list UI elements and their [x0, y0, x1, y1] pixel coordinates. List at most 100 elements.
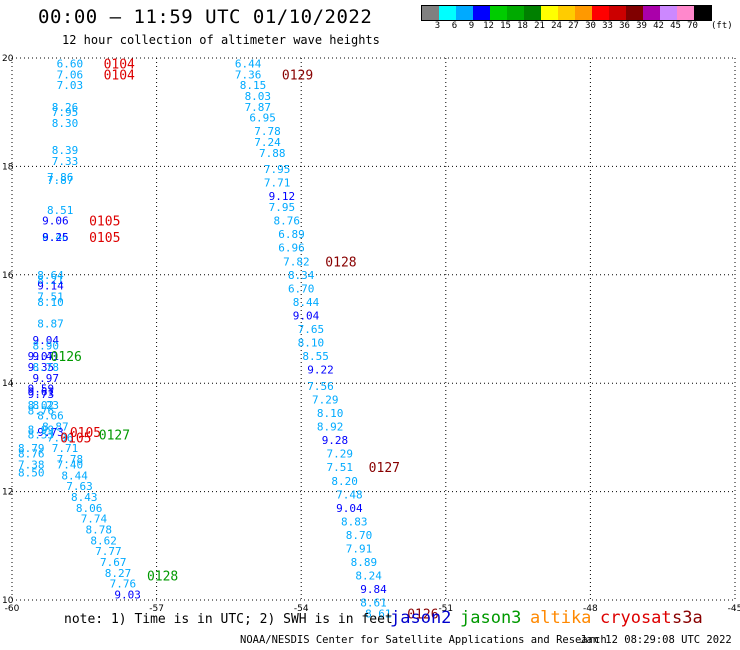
wave-height-label: 9.73 [37, 426, 64, 439]
color-swatch [677, 6, 694, 20]
wave-height-label: 7.76 [110, 578, 137, 591]
satellite-label-jason2: jason2 [390, 608, 452, 628]
wave-height-label: 8.21 [37, 274, 64, 287]
wave-height-label: 7.88 [259, 147, 286, 160]
wave-height-label: 8.44 [61, 469, 88, 482]
color-swatch [473, 6, 490, 20]
wave-height-label: 8.70 [346, 529, 373, 542]
wave-height-label: 8.83 [341, 515, 368, 528]
wave-height-label: 8.24 [355, 570, 382, 583]
wave-height-label: 7.87 [47, 174, 74, 187]
color-scale-unit: (ft) [711, 21, 733, 31]
pass-time-label: 0104 [104, 68, 135, 83]
wave-height-label: 6.70 [288, 282, 315, 295]
wave-height-label: 6.89 [278, 228, 305, 241]
wave-height-label: 7.56 [307, 380, 334, 393]
y-tick-label: 16 [2, 271, 14, 281]
wave-height-label: 8.87 [42, 421, 69, 434]
wave-height-label: 7.95 [269, 201, 296, 214]
wave-height-label: 7.77 [95, 545, 122, 558]
page-subtitle: 12 hour collection of altimeter wave hei… [62, 33, 380, 47]
color-swatch [490, 6, 507, 20]
wave-height-label: 8.61 [360, 597, 387, 610]
y-tick-label: 20 [2, 54, 14, 64]
footer-credit: NOAA/NESDIS Center for Satellite Applica… [240, 634, 607, 646]
wave-height-label: 7.48 [336, 488, 363, 501]
wave-height-label: 9.28 [322, 434, 349, 447]
wave-height-label: 7.33 [52, 155, 79, 168]
wave-height-label: 7.03 [57, 79, 84, 92]
wave-height-label: 7.65 [298, 323, 325, 336]
x-tick-label: -45 [728, 604, 740, 614]
wave-height-label: 8.30 [52, 117, 79, 130]
wave-height-label: 8.15 [240, 79, 267, 92]
wave-height-label: 8.92 [317, 421, 344, 434]
x-tick-label: -60 [5, 604, 20, 614]
color-scale-label: 45 [670, 21, 681, 31]
wave-height-label: 7.71 [52, 442, 79, 455]
wave-height-label: 9.04 [336, 502, 363, 515]
wave-height-label: 8.87 [37, 318, 64, 331]
color-swatch [575, 6, 592, 20]
color-scale-bar [421, 5, 712, 21]
color-scale-label: 21 [534, 21, 545, 31]
color-swatch [456, 6, 473, 20]
wave-height-label: 8.55 [302, 350, 329, 363]
wave-height-label: 8.53 [28, 429, 55, 442]
color-scale-label: 30 [585, 21, 596, 31]
satellite-label-cryosat: cryosat [600, 608, 672, 628]
wave-height-label: 9.06 [42, 215, 69, 228]
wave-height-label: 9.35 [28, 361, 55, 374]
y-tick-label: 18 [2, 162, 14, 172]
color-scale-label: 70 [687, 21, 698, 31]
wave-height-label: 9.73 [28, 388, 55, 401]
wave-height-label: 8.23 [32, 399, 59, 412]
color-swatch [541, 6, 558, 20]
wave-height-label: 8.10 [317, 407, 344, 420]
color-swatch [609, 6, 626, 20]
wave-height-label: 7.82 [283, 255, 310, 268]
wave-height-label: 8.89 [351, 556, 378, 569]
wave-height-label: 7.67 [100, 556, 127, 569]
wave-height-label: 9.84 [360, 583, 387, 596]
wave-height-label: 9.12 [269, 190, 296, 203]
pass-time-label: 0128 [325, 255, 356, 270]
wave-height-label: 9.14 [37, 280, 64, 293]
color-scale-label: 6 [451, 21, 458, 31]
color-scale-label: 24 [551, 21, 562, 31]
color-scale-label: 33 [602, 21, 613, 31]
color-swatch [558, 6, 575, 20]
wave-height-label: 9.04 [32, 334, 59, 347]
wave-height-label: 7.91 [346, 543, 373, 556]
wave-height-label: 8.90 [32, 339, 59, 352]
wave-height-label: 9.04 [293, 309, 320, 322]
satellite-label-jason3: jason3 [460, 608, 522, 628]
color-swatch [626, 6, 643, 20]
color-swatch [439, 6, 456, 20]
y-tick-label: 12 [2, 488, 13, 498]
wave-height-label: 7.95 [52, 106, 79, 119]
x-tick-label: -48 [583, 604, 598, 614]
wave-height-label: 6.44 [235, 57, 262, 70]
wave-height-label: 6.96 [278, 242, 305, 255]
x-tick-label: -54 [294, 604, 309, 614]
color-swatch [643, 6, 660, 20]
wave-height-label: 8.10 [37, 296, 64, 309]
wave-height-label: 8.20 [331, 475, 358, 488]
color-scale-label: 18 [517, 21, 528, 31]
wave-height-label: 8.26 [52, 101, 79, 114]
wave-height-label: 8.43 [71, 491, 98, 504]
wave-height-label: 8.27 [105, 567, 132, 580]
pass-time-label: 0105 [89, 215, 120, 230]
color-scale-label: 15 [500, 21, 511, 31]
wave-height-label: 7.24 [254, 136, 281, 149]
color-scale-label: 12 [483, 21, 494, 31]
color-swatch [694, 6, 711, 20]
wave-height-label: 8.34 [288, 269, 315, 282]
wave-height-label: 7.29 [312, 393, 339, 406]
color-scale-label: 42 [653, 21, 664, 31]
x-tick-label: -57 [149, 604, 164, 614]
satellite-label-s3a: s3a [672, 608, 703, 628]
wave-height-label: 8.03 [245, 90, 272, 103]
